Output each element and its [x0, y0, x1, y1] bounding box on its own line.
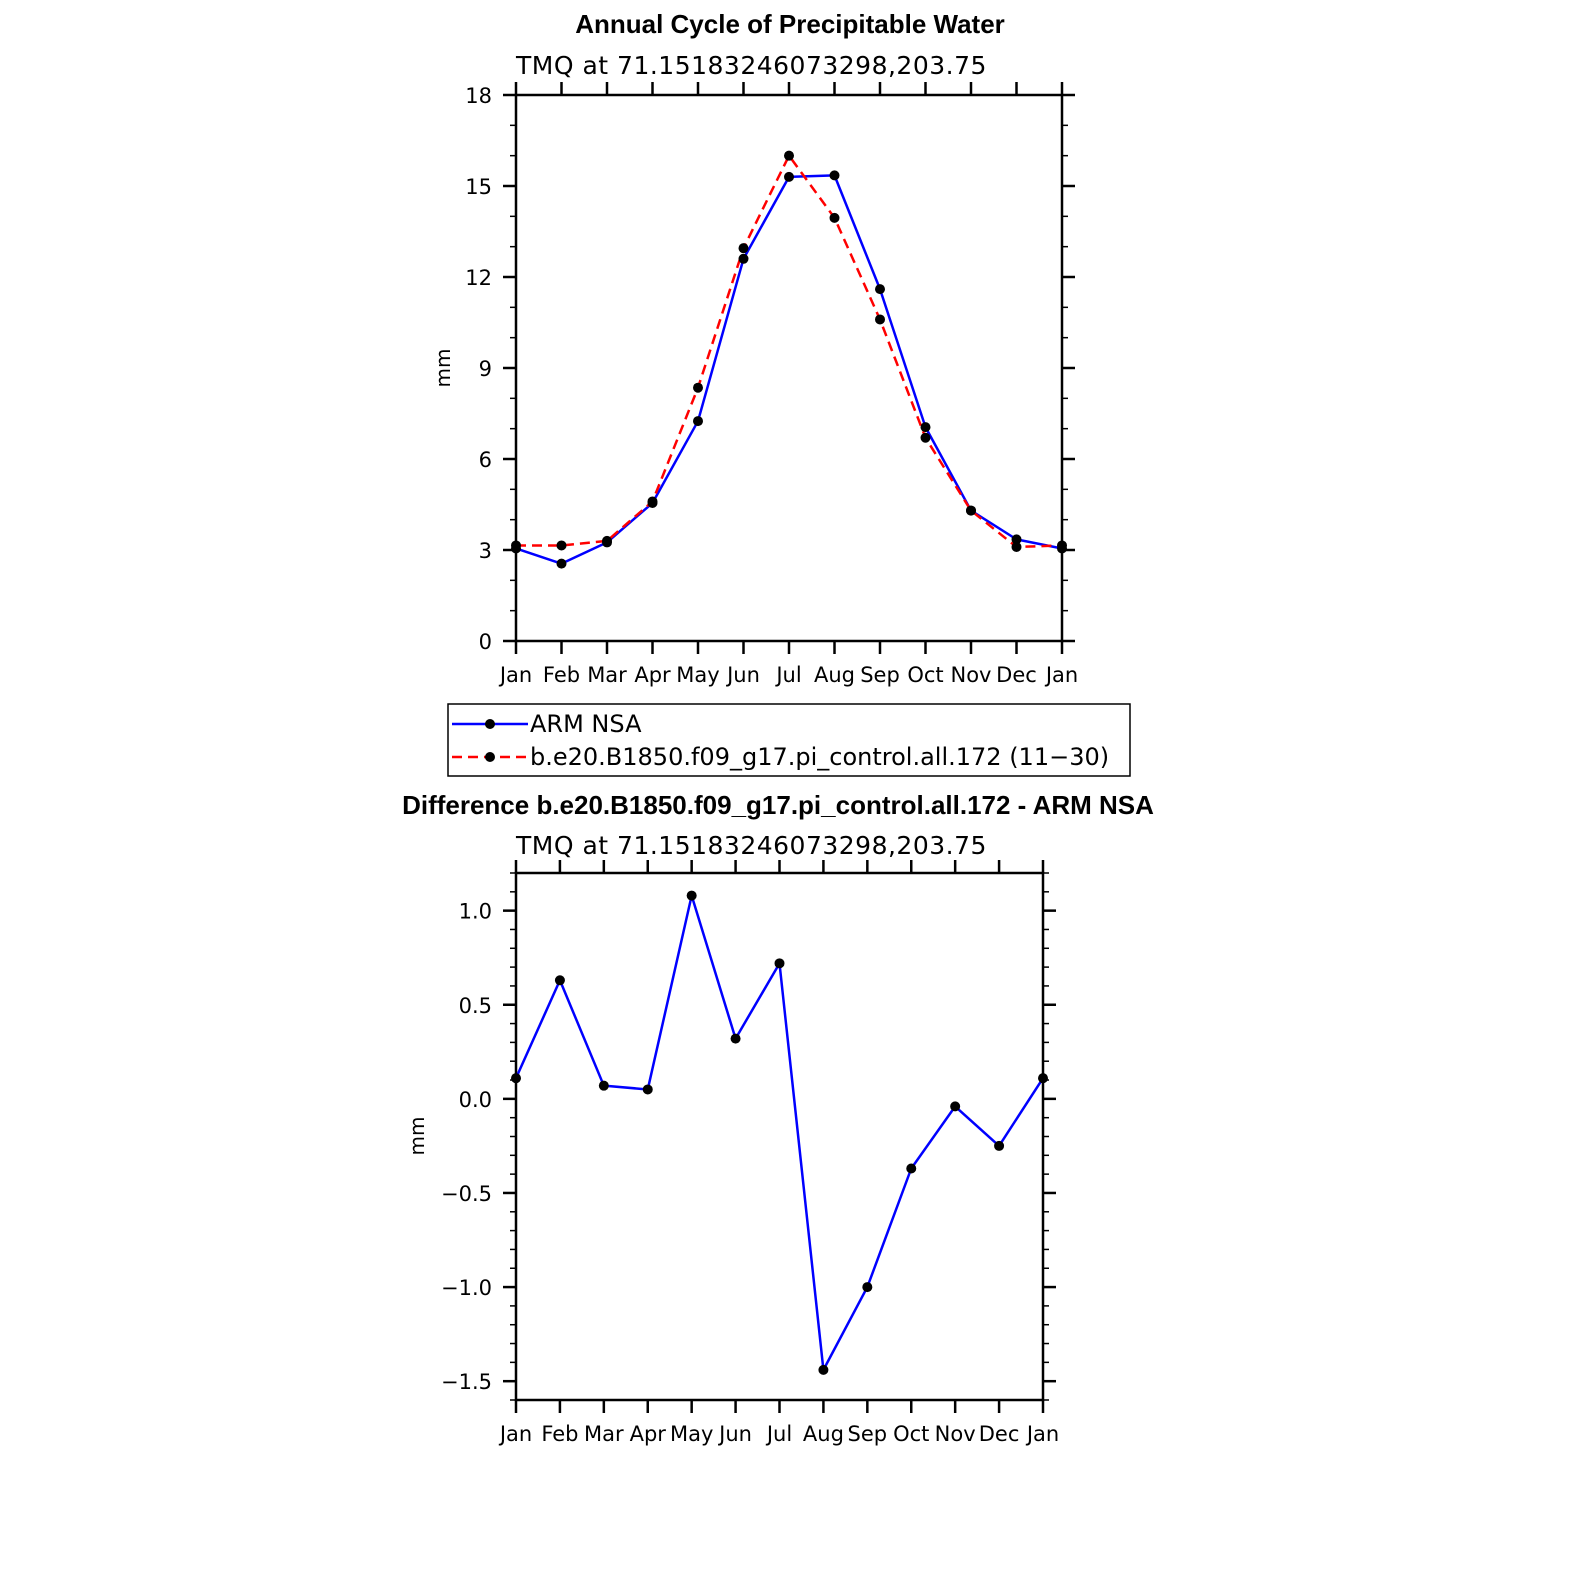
x-tick-label: Sep [848, 1422, 888, 1446]
legend-arm-label: ARM NSA [530, 710, 642, 738]
x-tick-label: Jul [765, 1422, 792, 1446]
series-0-point [994, 1140, 1005, 1151]
x-tick-label: Apr [634, 663, 671, 687]
x-tick-label: Jan [498, 663, 532, 687]
series-0-point [554, 975, 565, 986]
chart1-title: Annual Cycle of Precipitable Water [575, 9, 1005, 39]
x-tick-label: Apr [630, 1422, 667, 1446]
x-tick-label: Jul [774, 663, 801, 687]
y-tick-label: −1.0 [441, 1276, 492, 1300]
chart2-title: Difference b.e20.B1850.f09_g17.pi_contro… [402, 790, 1154, 820]
x-tick-label: May [670, 1422, 713, 1446]
annual-cycle-chart: Annual Cycle of Precipitable Water TMQ a… [431, 9, 1078, 687]
legend-model-label: b.e20.B1850.f09_g17.pi_control.all.172 (… [530, 743, 1109, 771]
series-0-point [875, 284, 885, 295]
x-tick-label: Feb [543, 663, 580, 687]
x-tick-label: Nov [935, 1422, 976, 1446]
series-0-point [693, 416, 703, 427]
legend-box [447, 703, 1131, 777]
series-1-point [966, 505, 976, 516]
series-0-point [950, 1101, 961, 1112]
series-1-point [875, 314, 885, 325]
series-0-point [818, 1364, 829, 1375]
x-tick-label: Jan [1044, 663, 1078, 687]
y-tick-label: 9 [479, 357, 492, 381]
series-1-point [1057, 540, 1067, 551]
series-0-point [774, 958, 785, 969]
chart1-subtitle: TMQ at 71.15183246073298,203.75 [515, 51, 987, 80]
legend-arm-marker [485, 719, 495, 729]
series-1-point [556, 540, 567, 551]
series-0-point [862, 1282, 873, 1293]
y-tick-label: 1.0 [459, 900, 492, 924]
series-0-point [1011, 534, 1022, 545]
series-1-point [602, 535, 612, 546]
y-tick-label: 6 [479, 448, 492, 472]
y-tick-label: 15 [465, 175, 492, 199]
series-0-point [556, 558, 567, 569]
y-tick-label: 12 [465, 266, 492, 290]
y-tick-label: 3 [479, 539, 492, 563]
legend-model-marker [485, 752, 495, 762]
series-0-point [1038, 1073, 1048, 1084]
series-1-point [738, 243, 749, 254]
chart1-ylabel: mm [431, 349, 455, 388]
x-tick-label: Oct [907, 663, 943, 687]
series-0-point [730, 1033, 741, 1044]
series-line-1 [516, 154, 1063, 549]
chart2-series [511, 890, 1048, 1375]
series-0-point [784, 171, 794, 182]
series-1-point [829, 212, 840, 223]
difference-chart: Difference b.e20.B1850.f09_g17.pi_contro… [402, 790, 1154, 1446]
chart1-axes: 0 3 6 9 12 15 18 Jan Feb Mar Apr May Jun Jul Aug Sep Oct… [465, 82, 1078, 687]
y-tick-label: −1.5 [441, 1370, 492, 1394]
series-1-point [647, 496, 658, 507]
x-tick-label: Feb [541, 1422, 578, 1446]
y-tick-label: 0.5 [459, 994, 492, 1018]
series-1-point [784, 150, 794, 161]
x-tick-label: Jun [717, 1422, 752, 1446]
y-tick-label: 0 [479, 630, 492, 654]
series-0-point [642, 1084, 653, 1095]
y-tick-label: −0.5 [441, 1182, 492, 1206]
series-0-point [511, 1073, 521, 1084]
x-tick-label: Jan [498, 1422, 532, 1446]
series-0-point [920, 422, 931, 433]
x-tick-label: Sep [860, 663, 900, 687]
plot-frame [514, 871, 1045, 1402]
y-tick-label: 18 [465, 84, 492, 108]
series-1-point [693, 382, 703, 393]
series-1-point [511, 540, 521, 551]
series-1-point [1011, 541, 1022, 552]
x-tick-label: Aug [814, 663, 855, 687]
x-tick-label: Mar [584, 1422, 624, 1446]
x-tick-label: Aug [803, 1422, 844, 1446]
series-0-point [598, 1080, 609, 1091]
chart2-ylabel: mm [405, 1117, 429, 1156]
series-0-point [686, 890, 697, 901]
series-line-0 [515, 174, 1063, 565]
series-0-point [906, 1163, 917, 1174]
x-tick-label: May [676, 663, 719, 687]
x-tick-label: Nov [951, 663, 992, 687]
x-tick-label: Dec [996, 663, 1037, 687]
x-tick-label: Dec [979, 1422, 1020, 1446]
x-tick-label: Jun [725, 663, 760, 687]
x-tick-label: Oct [893, 1422, 929, 1446]
x-tick-label: Jan [1025, 1422, 1059, 1446]
series-0-point [738, 253, 749, 264]
chart2-axes: −1.5 −1.0 −0.5 0.0 0.5 1.0 Jan Feb Mar Apr May Jun J… [441, 860, 1059, 1446]
series-1-point [920, 432, 931, 443]
legend: ARM NSA b.e20.B1850.f09_g17.pi_control.a… [447, 703, 1131, 777]
x-tick-label: Mar [587, 663, 627, 687]
chart1-series [511, 150, 1067, 569]
y-tick-label: 0.0 [459, 1088, 492, 1112]
chart2-subtitle: TMQ at 71.15183246073298,203.75 [515, 831, 987, 860]
series-0-point [829, 170, 840, 181]
